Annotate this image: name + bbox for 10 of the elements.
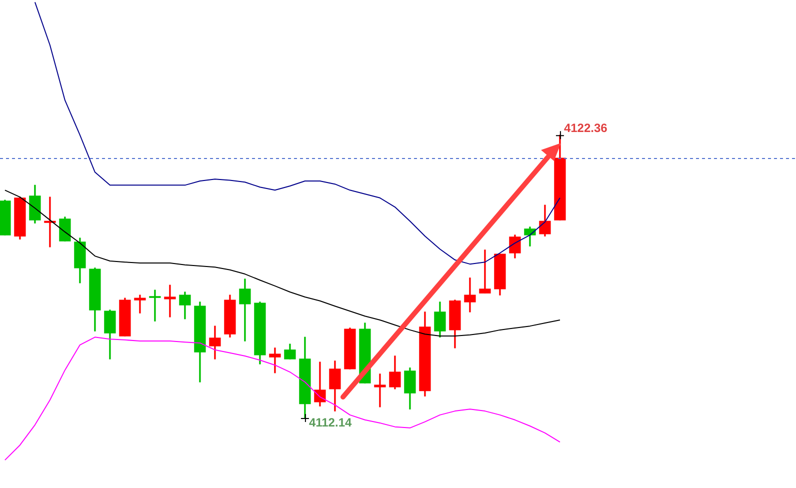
annotation: 4112.14	[308, 415, 352, 430]
candlestick	[164, 284, 176, 318]
candlestick	[149, 290, 161, 322]
annotation: 4122.36	[564, 121, 608, 136]
candlestick	[479, 250, 491, 294]
candlestick	[269, 348, 281, 374]
candlestick	[464, 278, 476, 312]
candlestick	[239, 278, 251, 342]
candlestick	[134, 294, 146, 314]
candlestick	[374, 374, 386, 408]
